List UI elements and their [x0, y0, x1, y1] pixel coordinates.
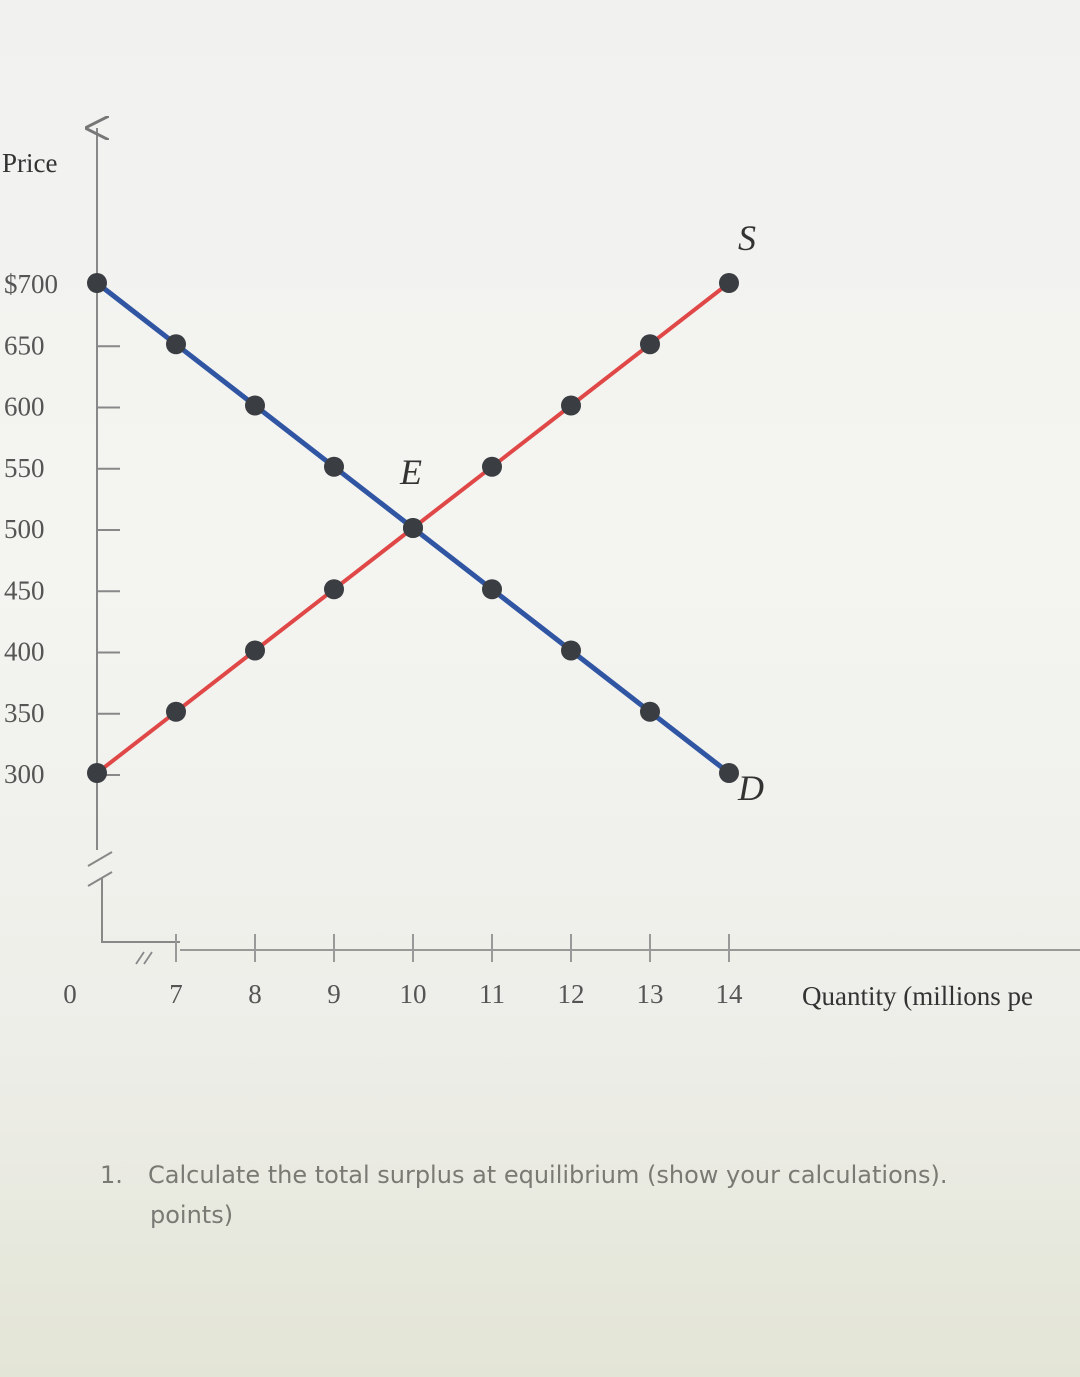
demand-point	[166, 334, 186, 355]
supply-point	[561, 395, 581, 416]
y-tick-label: 300	[4, 759, 45, 789]
supply-point	[719, 273, 739, 293]
question-text: 1. Calculate the total surplus at equilib…	[100, 1155, 1060, 1235]
y-tick-label: 350	[4, 698, 45, 728]
question-number: 1.	[100, 1161, 123, 1189]
question-line-2: points)	[150, 1201, 234, 1229]
y-axis-title: Price	[2, 148, 57, 178]
supply-label: S	[738, 218, 756, 258]
demand-point	[482, 579, 502, 600]
demand-point	[324, 456, 344, 477]
demand-point	[561, 640, 581, 661]
demand-point	[719, 763, 739, 783]
x-tick-label: 0	[63, 979, 77, 1009]
y-tick-label: $700	[4, 269, 58, 299]
x-axis-title: Quantity (millions pe	[802, 981, 1033, 1011]
y-tick-label: 600	[4, 392, 45, 422]
supply-point	[87, 763, 107, 783]
x-tick-label: 13	[637, 979, 664, 1009]
demand-point	[87, 273, 107, 293]
y-tick-label: 550	[4, 453, 45, 483]
y-tick-label: 500	[4, 514, 45, 544]
supply-point	[640, 334, 660, 355]
x-tick-label: 12	[558, 979, 585, 1009]
y-axis-break	[87, 851, 113, 887]
x-tick-label: 14	[716, 979, 744, 1009]
supply-point	[482, 456, 502, 477]
y-tick-label: 450	[4, 575, 45, 605]
demand-label: D	[737, 768, 764, 808]
demand-point	[640, 701, 660, 722]
x-tick-label: 8	[248, 979, 262, 1009]
x-tick-label: 10	[400, 979, 427, 1009]
supply-point	[324, 579, 344, 600]
x-tick-label: 9	[327, 979, 341, 1009]
supply-point	[403, 518, 423, 538]
y-tick-label: 650	[4, 330, 45, 360]
axis-corner	[101, 878, 180, 943]
demand-point	[245, 395, 265, 416]
x-axis-break	[135, 951, 153, 965]
x-tick-label: 7	[169, 979, 183, 1009]
x-tick-label: 11	[479, 979, 505, 1009]
supply-point	[245, 640, 265, 661]
question-line-1: Calculate the total surplus at equilibri…	[148, 1161, 948, 1189]
supply-point	[166, 701, 186, 722]
equilibrium-label: E	[399, 452, 422, 492]
y-tick-label: 400	[4, 637, 45, 667]
